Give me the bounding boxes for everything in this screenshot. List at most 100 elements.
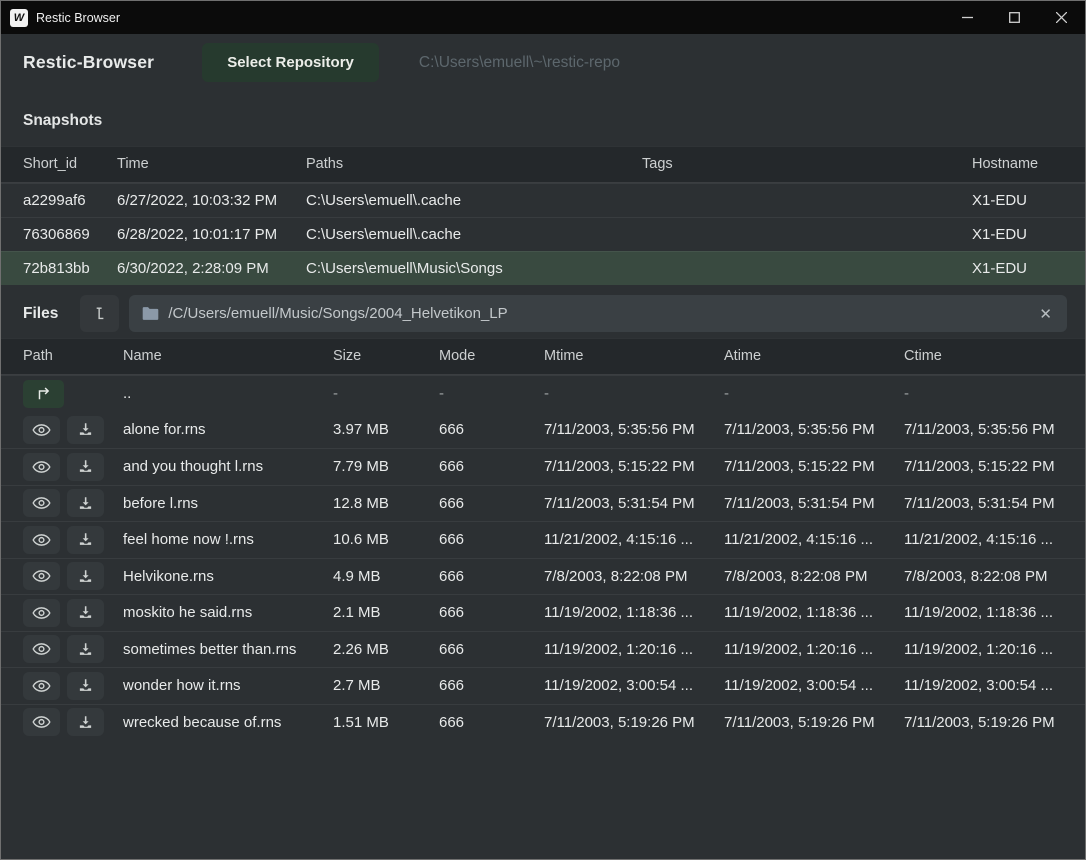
file-name: sometimes better than.rns [123, 640, 297, 658]
file-row-actions [23, 635, 123, 664]
eye-icon [32, 643, 51, 656]
current-path-field[interactable]: /C/Users/emuell/Music/Songs/2004_Helveti… [129, 295, 1067, 332]
download-icon [79, 570, 92, 582]
repository-path: C:\Users\emuell\~\restic-repo [418, 53, 621, 71]
view-file-button[interactable] [23, 598, 60, 627]
file-mtime: 7/11/2003, 5:19:26 PM [544, 713, 695, 731]
snapshot-row[interactable]: a2299af6 6/27/2022, 10:03:32 PM C:\Users… [1, 183, 1085, 217]
arrow-up-then-right-icon [38, 387, 49, 399]
go-up-button[interactable] [23, 379, 64, 408]
snapshot-hostname: X1-EDU [972, 192, 1028, 209]
select-repository-button[interactable]: Select Repository [202, 43, 379, 82]
view-file-button[interactable] [23, 525, 60, 554]
minimize-button[interactable] [944, 1, 991, 34]
files-column-header: Mtime [544, 348, 584, 364]
file-row[interactable]: Helvikone.rns 4.9 MB 666 7/8/2003, 8:22:… [1, 557, 1085, 595]
snapshot-paths: C:\Users\emuell\Music\Songs [306, 260, 503, 277]
file-row-actions [23, 562, 123, 591]
file-ctime: 11/19/2002, 1:18:36 ... [904, 604, 1054, 622]
download-file-button[interactable] [67, 671, 104, 700]
files-column-header: Path [23, 348, 53, 364]
download-icon [79, 423, 92, 436]
file-size: 12.8 MB [333, 494, 389, 512]
download-file-button[interactable] [67, 708, 104, 737]
files-toolbar: Files /C/Users/emuell/Music/Songs/2004_H… [1, 285, 1085, 338]
parent-row-size: - [333, 385, 338, 403]
path-level-toggle-button[interactable] [80, 295, 120, 332]
file-ctime: 7/11/2003, 5:15:22 PM [904, 458, 1055, 476]
view-file-button[interactable] [23, 671, 60, 700]
view-file-button[interactable] [23, 635, 60, 664]
download-file-button[interactable] [67, 452, 104, 481]
maximize-button[interactable] [991, 1, 1038, 34]
download-icon [79, 643, 92, 655]
clear-path-button[interactable]: ✕ [1039, 305, 1052, 323]
current-path-text: /C/Users/emuell/Music/Songs/2004_Helveti… [168, 305, 508, 322]
snapshots-column-header: Short_id [23, 156, 78, 172]
file-atime: 11/19/2002, 1:20:16 ... [724, 640, 874, 658]
download-file-button[interactable] [67, 598, 104, 627]
file-row-actions [23, 489, 123, 518]
view-file-button[interactable] [23, 562, 60, 591]
file-name: wonder how it.rns [123, 677, 241, 695]
snapshot-hostname: X1-EDU [972, 226, 1028, 243]
parent-row-mtime: - [544, 385, 549, 403]
file-name: feel home now !.rns [123, 531, 254, 549]
file-row[interactable]: wonder how it.rns 2.7 MB 666 11/19/2002,… [1, 667, 1085, 704]
file-row[interactable]: before l.rns 12.8 MB 666 7/11/2003, 5:31… [1, 484, 1085, 522]
file-name: alone for.rns [123, 421, 206, 439]
eye-icon [32, 460, 51, 473]
eye-icon [32, 423, 51, 436]
view-file-button[interactable] [23, 708, 60, 737]
snapshot-paths: C:\Users\emuell\.cache [306, 226, 462, 243]
download-file-button[interactable] [67, 635, 104, 664]
close-button[interactable] [1038, 1, 1085, 34]
download-icon [79, 679, 92, 692]
parent-row-name: .. [123, 385, 132, 403]
file-row[interactable]: and you thought l.rns 7.79 MB 666 7/11/2… [1, 448, 1085, 485]
file-mode: 666 [439, 604, 465, 622]
snapshots-table: a2299af6 6/27/2022, 10:03:32 PM C:\Users… [1, 183, 1085, 285]
files-heading: Files [23, 304, 59, 322]
file-name: moskito he said.rns [123, 604, 253, 622]
file-size: 10.6 MB [333, 531, 389, 549]
download-file-button[interactable] [67, 525, 104, 554]
file-atime: 7/8/2003, 8:22:08 PM [724, 567, 868, 585]
snapshot-time: 6/30/2022, 2:28:09 PM [117, 260, 269, 277]
path-level-icon [96, 307, 104, 320]
file-row[interactable]: sometimes better than.rns 2.26 MB 666 11… [1, 630, 1085, 668]
file-mtime: 11/19/2002, 3:00:54 ... [544, 677, 694, 695]
file-mtime: 11/19/2002, 1:20:16 ... [544, 640, 694, 658]
window-title: Restic Browser [36, 10, 121, 25]
file-row-actions [23, 671, 123, 700]
download-file-button[interactable] [67, 415, 104, 444]
view-file-button[interactable] [23, 489, 60, 518]
file-row[interactable]: feel home now !.rns 10.6 MB 666 11/21/20… [1, 521, 1085, 558]
file-row[interactable]: alone for.rns 3.97 MB 666 7/11/2003, 5:3… [1, 412, 1085, 449]
file-name: Helvikone.rns [123, 567, 214, 585]
file-row-actions [23, 708, 123, 737]
header: Restic-Browser Select Repository C:\User… [1, 34, 1085, 91]
parent-row-actions [23, 379, 123, 408]
file-ctime: 11/21/2002, 4:15:16 ... [904, 531, 1054, 549]
file-row[interactable]: wrecked because of.rns 1.51 MB 666 7/11/… [1, 703, 1085, 741]
download-file-button[interactable] [67, 562, 104, 591]
file-atime: 11/19/2002, 3:00:54 ... [724, 677, 874, 695]
download-file-button[interactable] [67, 489, 104, 518]
files-column-header: Ctime [904, 348, 942, 364]
parent-directory-row[interactable]: .. - - - - - [1, 375, 1085, 412]
view-file-button[interactable] [23, 415, 60, 444]
view-file-button[interactable] [23, 452, 60, 481]
file-size: 2.7 MB [333, 677, 381, 695]
parent-row-ctime: - [904, 385, 909, 403]
snapshot-row[interactable]: 72b813bb 6/30/2022, 2:28:09 PM C:\Users\… [1, 251, 1085, 285]
file-row[interactable]: moskito he said.rns 2.1 MB 666 11/19/200… [1, 594, 1085, 631]
download-icon [79, 533, 92, 546]
download-icon [79, 460, 92, 473]
file-mode: 666 [439, 567, 465, 585]
snapshot-row[interactable]: 76306869 6/28/2022, 10:01:17 PM C:\Users… [1, 217, 1085, 251]
file-row-actions [23, 598, 123, 627]
file-atime: 7/11/2003, 5:31:54 PM [724, 494, 875, 512]
files-column-header: Mode [439, 348, 476, 364]
